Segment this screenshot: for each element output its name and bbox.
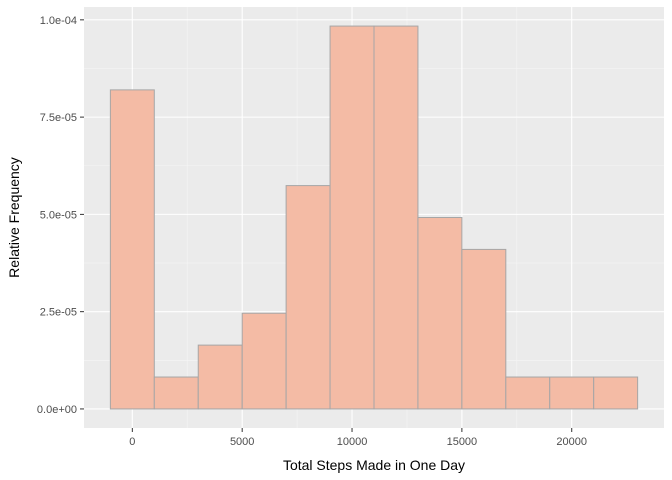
y-axis-ticks: 0.0e+00 2.5e-05 5.0e-05 7.5e-05 1.0e-04 bbox=[37, 15, 84, 416]
histogram-bar bbox=[373, 25, 419, 410]
histogram-bar bbox=[285, 185, 331, 410]
histogram-bar bbox=[593, 376, 639, 410]
y-tick-label: 0.0e+00 bbox=[37, 404, 77, 416]
y-tick-label: 2.5e-05 bbox=[40, 307, 77, 319]
y-tick-label: 5.0e-05 bbox=[40, 209, 77, 221]
y-tick-label: 7.5e-05 bbox=[40, 112, 77, 124]
histogram-bar bbox=[417, 217, 463, 410]
x-tick-label: 0 bbox=[129, 436, 135, 448]
x-tick-label: 5000 bbox=[230, 436, 254, 448]
histogram-bar bbox=[241, 312, 287, 410]
x-tick-label: 10000 bbox=[337, 436, 368, 448]
histogram-bar bbox=[329, 25, 375, 410]
y-axis-title: Relative Frequency bbox=[6, 157, 22, 278]
histogram-bar bbox=[549, 376, 595, 410]
histogram-bars bbox=[109, 25, 639, 410]
x-tick-label: 15000 bbox=[447, 436, 478, 448]
y-tick-label: 1.0e-04 bbox=[40, 15, 77, 27]
x-tick-label: 20000 bbox=[556, 436, 587, 448]
histogram-bar bbox=[109, 89, 155, 410]
x-axis-title: Total Steps Made in One Day bbox=[283, 457, 465, 473]
histogram-bar bbox=[461, 248, 507, 410]
histogram-bar bbox=[505, 376, 551, 410]
x-axis-ticks: 0 5000 10000 15000 20000 bbox=[129, 428, 587, 448]
histogram-bar bbox=[197, 344, 243, 410]
histogram-bar bbox=[153, 376, 199, 410]
